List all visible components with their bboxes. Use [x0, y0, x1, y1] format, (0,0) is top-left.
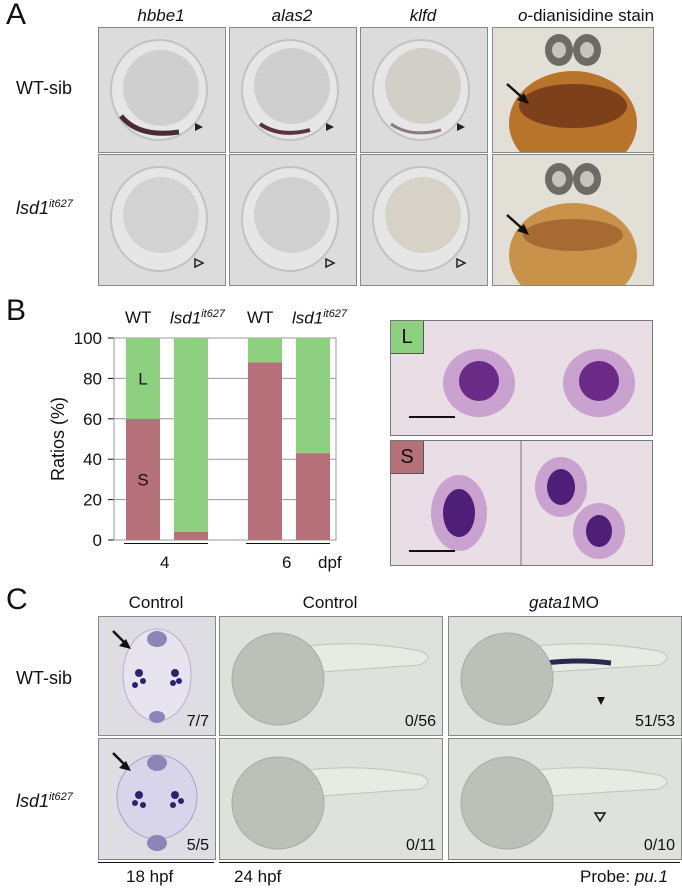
- arrow-icon: [506, 214, 529, 235]
- embryo-image-24hpf-gata1mo-lsd1: 0/10: [448, 738, 682, 860]
- column-header-alas2: alas2: [271, 6, 313, 25]
- bar-segment-s: [248, 362, 282, 540]
- embryo-image-alas2-wt: [229, 27, 357, 153]
- panel-c-label: C: [6, 583, 28, 616]
- count-label: 51/53: [634, 713, 675, 730]
- open-arrowhead-icon: [593, 812, 607, 823]
- bar-segment-s: [126, 418, 160, 540]
- bar-segment-l: [248, 338, 282, 363]
- x-axis-underline-6: [246, 543, 330, 544]
- blood-cell-image-l: L: [390, 320, 653, 436]
- column-header-hbbe1: hbbe1: [137, 6, 185, 25]
- arrowhead-icon: [597, 697, 605, 705]
- y-tick-label: 60: [83, 410, 102, 429]
- cell-tag-l: L: [391, 321, 424, 354]
- bar-segment-l: [174, 338, 208, 532]
- footer-rule-24hpf: [219, 862, 680, 863]
- open-arrowhead-icon: [194, 257, 205, 269]
- plot-frame: [113, 337, 337, 541]
- y-tick-label: 40: [83, 450, 102, 469]
- embryo-image-klfd-lsd1: [360, 154, 488, 286]
- x-label-4: 4: [160, 553, 170, 572]
- open-arrowhead-icon: [325, 257, 336, 269]
- stacked-bar-chart: 100 80 60 40 20 0 S L Ratios (%): [48, 329, 337, 550]
- count-label: 7/7: [186, 713, 209, 730]
- arrow-icon: [112, 630, 131, 649]
- count-label: 5/5: [186, 837, 209, 854]
- column-header-control-24: Control: [302, 593, 358, 612]
- arrow-icon: [112, 752, 131, 771]
- arrowhead-icon: [457, 123, 465, 131]
- stain-image-wt: [492, 27, 654, 153]
- row-label-wt-sib-c: WT-sib: [16, 668, 72, 688]
- arrow-icon: [506, 83, 529, 104]
- column-header-dianisidine: o-dianisidine stain: [517, 6, 655, 25]
- bar-segment-s: [174, 531, 208, 540]
- group-label-lsd1-4: lsd1it627: [170, 308, 226, 328]
- series-label-l: L: [138, 369, 147, 388]
- series-label-s: S: [137, 470, 148, 489]
- column-header-control-18: Control: [128, 593, 184, 612]
- embryo-image-alas2-lsd1: [229, 154, 357, 286]
- stain-image-lsd1: [492, 154, 654, 286]
- embryo-image-18hpf-wt: 7/7: [98, 616, 216, 736]
- open-arrowhead-icon: [456, 257, 467, 269]
- cell-tag-s: S: [391, 441, 424, 474]
- bar-segment-s: [296, 453, 330, 540]
- embryo-image-24hpf-control-lsd1: 0/11: [219, 738, 443, 860]
- column-header-klfd: klfd: [409, 6, 437, 25]
- blood-cell-image-s: S: [390, 440, 653, 566]
- embryo-image-hbbe1-wt: [98, 27, 226, 153]
- group-label-wt-4: WT: [125, 308, 152, 327]
- arrowhead-icon: [195, 123, 203, 131]
- count-label: 0/10: [643, 837, 675, 854]
- x-axis-underline-4: [124, 543, 208, 544]
- x-label-6: 6: [282, 553, 292, 572]
- embryo-image-24hpf-control-wt: 0/56: [219, 616, 443, 736]
- embryo-image-18hpf-lsd1: 5/5: [98, 738, 216, 860]
- footer-label-18hpf: 18 hpf: [126, 867, 174, 886]
- embryo-image-hbbe1-lsd1: [98, 154, 226, 286]
- group-label-wt-6: WT: [247, 308, 274, 327]
- row-label-wt-sib-a: WT-sib: [16, 78, 72, 98]
- panel-b-label: B: [6, 294, 27, 327]
- bar-segment-l: [296, 338, 330, 454]
- column-header-gata1mo: gata1MO: [529, 593, 599, 612]
- panel-a-label: A: [6, 0, 27, 31]
- y-tick-label: 100: [74, 329, 102, 348]
- embryo-image-24hpf-gata1mo-wt: 51/53: [448, 616, 682, 736]
- bar-segment-l: [126, 338, 160, 419]
- row-label-lsd1-c: lsd1it627: [16, 791, 73, 811]
- footer-label-probe: Probe: pu.1: [580, 867, 668, 886]
- footer-rule-18hpf: [98, 862, 214, 863]
- count-label: 0/56: [404, 713, 436, 730]
- footer-label-24hpf: 24 hpf: [234, 867, 282, 886]
- count-label: 0/11: [406, 837, 436, 854]
- row-label-lsd1-a: lsd1it627: [16, 198, 73, 218]
- y-axis-label: Ratios (%): [48, 397, 68, 481]
- x-unit-label: dpf: [318, 553, 342, 572]
- y-tick-label: 20: [83, 491, 102, 510]
- y-tick-label: 80: [83, 369, 102, 388]
- embryo-image-klfd-wt: [360, 27, 488, 153]
- y-tick-label: 0: [93, 531, 102, 550]
- arrowhead-icon: [326, 123, 334, 131]
- group-label-lsd1-6: lsd1it627: [292, 308, 348, 328]
